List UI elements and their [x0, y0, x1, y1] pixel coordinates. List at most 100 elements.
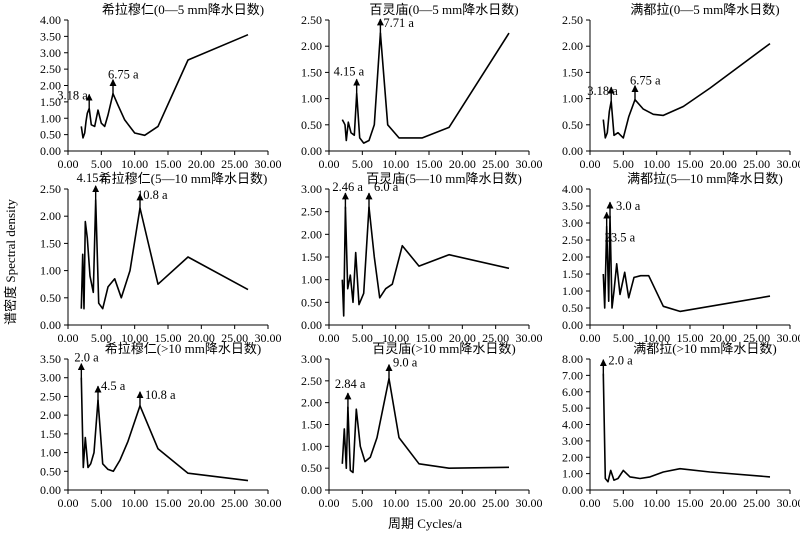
x-tick-label: 0.00: [580, 496, 601, 510]
y-tick-label: 3.00: [301, 352, 322, 366]
y-tick-label: 3.00: [301, 182, 322, 196]
x-tick-label: 0.00: [58, 496, 79, 510]
x-tick-label: 30.00: [255, 496, 282, 510]
x-tick-label: 25.00: [482, 331, 509, 345]
x-tick-label: 15.00: [677, 496, 704, 510]
x-tick-label: 25.00: [221, 157, 248, 171]
x-tick-label: 15.00: [155, 157, 182, 171]
x-tick-label: 15.00: [677, 157, 704, 171]
y-tick-label: 8.00: [562, 352, 583, 366]
peak-label: 7.71 a: [383, 16, 414, 30]
series-line: [602, 42, 771, 139]
y-tick-label: 1.00: [562, 92, 583, 106]
x-tick-label: 15.00: [416, 157, 443, 171]
y-tick-label: 1.50: [562, 65, 583, 79]
y-tick-label: 1.50: [301, 418, 322, 432]
y-tick-label: 0.00: [562, 318, 583, 332]
y-tick-label: 5.00: [562, 401, 583, 415]
x-tick-label: 30.00: [255, 157, 282, 171]
y-tick-label: 0.00: [301, 318, 322, 332]
chart-panel: 0.00 0.50 1.00 1.50 2.00 2.50 0.00 5.00 10.00 15.…: [301, 2, 543, 171]
y-tick-label: 2.50: [40, 62, 61, 76]
y-tick-label: 0.00: [40, 144, 61, 158]
x-axis-label: 周期 Cycles/a: [388, 516, 462, 531]
x-tick-label: 10.00: [121, 157, 148, 171]
x-tick-label: 0.00: [319, 157, 340, 171]
peak-label: 9.0 a: [393, 356, 418, 370]
y-tick-label: 3.00: [562, 216, 583, 230]
x-tick-label: 5.00: [91, 496, 112, 510]
x-tick-label: 15.00: [416, 496, 443, 510]
peak-label: 6.75 a: [630, 74, 661, 88]
y-tick-label: 1.00: [301, 439, 322, 453]
y-tick-label: 3.50: [40, 352, 61, 366]
y-tick-label: 6.00: [562, 385, 583, 399]
chart-title: 百灵庙(5—10 mm降水日数): [366, 171, 522, 186]
chart-panel: 0.00 0.50 1.00 1.50 2.00 2.50 0.00 5.00 10.00 15.…: [562, 2, 800, 171]
x-tick-label: 10.00: [643, 496, 670, 510]
x-tick-label: 20.00: [188, 157, 215, 171]
x-tick-label: 10.00: [643, 331, 670, 345]
chart-title: 满都拉(0—5 mm降水日数): [630, 2, 779, 17]
y-tick-label: 2.00: [562, 450, 583, 464]
x-tick-label: 30.00: [777, 331, 800, 345]
x-tick-label: 10.00: [382, 331, 409, 345]
y-tick-label: 2.00: [40, 79, 61, 93]
x-tick-label: 20.00: [449, 496, 476, 510]
y-tick-label: 2.50: [562, 13, 583, 27]
y-tick-label: 3.00: [562, 434, 583, 448]
x-tick-label: 0.00: [319, 331, 340, 345]
peak-label: 4.15 a: [77, 171, 108, 185]
peak-label: 2.84 a: [335, 377, 366, 391]
y-tick-label: 1.00: [40, 446, 61, 460]
y-tick-label: 1.00: [301, 273, 322, 287]
chart-panel: 0.00 0.50 1.00 1.50 2.00 2.50 3.00 0.00 5.00 10.0…: [301, 171, 543, 345]
peak-label: 2.46 a: [332, 180, 363, 194]
y-tick-label: 1.50: [40, 236, 61, 250]
y-tick-label: 7.00: [562, 368, 583, 382]
x-tick-label: 20.00: [710, 157, 737, 171]
series-line: [80, 33, 249, 139]
x-tick-label: 25.00: [221, 496, 248, 510]
chart-panel: 0.00 0.50 1.00 1.50 2.00 2.50 3.00 3.50 4.00 0.00…: [40, 2, 282, 171]
y-tick-label: 2.00: [301, 39, 322, 53]
y-tick-label: 2.50: [301, 374, 322, 388]
x-tick-label: 5.00: [352, 157, 373, 171]
y-tick-label: 3.00: [40, 46, 61, 60]
x-tick-label: 0.00: [580, 157, 601, 171]
y-tick-label: 1.50: [301, 65, 322, 79]
y-tick-label: 2.00: [562, 39, 583, 53]
y-tick-label: 1.50: [562, 267, 583, 281]
x-tick-label: 20.00: [710, 496, 737, 510]
x-tick-label: 15.00: [155, 331, 182, 345]
series-line: [602, 215, 771, 313]
x-tick-label: 30.00: [777, 157, 800, 171]
peak-label: 2.0 a: [74, 351, 99, 365]
y-axis-label: 谱密度 Spectral density: [3, 199, 18, 325]
x-tick-label: 0.00: [58, 157, 79, 171]
y-tick-label: 4.00: [562, 418, 583, 432]
chart-title: 百灵庙(>10 mm降水日数): [372, 341, 515, 356]
peak-label: 4.5 a: [101, 379, 126, 393]
peak-label: 3.0 a: [616, 199, 641, 213]
y-tick-label: 0.00: [301, 483, 322, 497]
y-tick-label: 1.00: [562, 467, 583, 481]
x-tick-label: 15.00: [416, 331, 443, 345]
y-tick-label: 2.00: [301, 396, 322, 410]
chart-title: 希拉穆仁(5—10 mm降水日数): [99, 171, 268, 186]
y-tick-label: 2.00: [562, 250, 583, 264]
y-tick-label: 0.50: [301, 461, 322, 475]
series-line: [341, 32, 510, 144]
chart-title: 希拉穆仁(>10 mm降水日数): [105, 341, 261, 356]
x-tick-label: 15.00: [677, 331, 704, 345]
x-tick-label: 20.00: [449, 157, 476, 171]
y-tick-label: 2.00: [40, 408, 61, 422]
x-tick-label: 25.00: [221, 331, 248, 345]
y-tick-label: 1.00: [40, 111, 61, 125]
y-tick-label: 3.50: [562, 199, 583, 213]
x-tick-label: 5.00: [613, 496, 634, 510]
chart-panel: 0.00 0.50 1.00 1.50 2.00 2.50 0.00 5.00 10.00 15.…: [40, 171, 282, 345]
y-tick-label: 2.50: [40, 389, 61, 403]
y-tick-label: 3.00: [40, 371, 61, 385]
y-tick-label: 0.00: [562, 144, 583, 158]
